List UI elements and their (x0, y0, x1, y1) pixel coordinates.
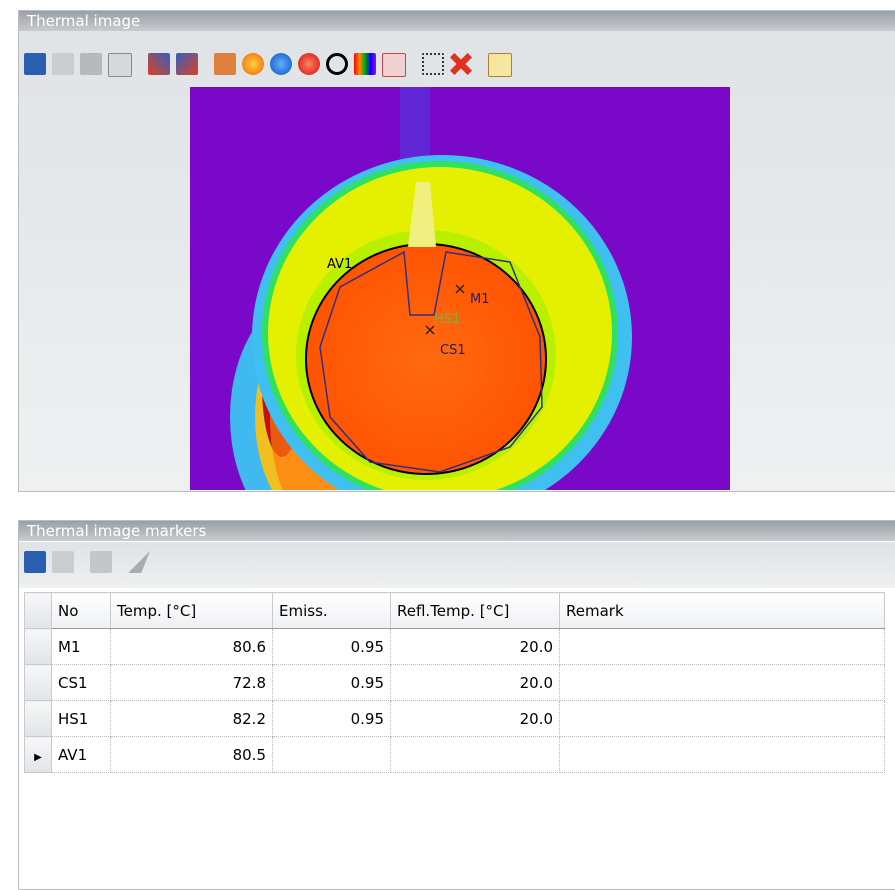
column-header[interactable]: Emiss. (272, 592, 391, 629)
panel-title: Thermal image markers (19, 521, 895, 541)
tool-button[interactable] (298, 53, 320, 75)
tool-button[interactable] (326, 53, 348, 75)
table-cell (559, 664, 885, 701)
column-header[interactable]: Remark (559, 592, 885, 629)
marker-label: HS1 (434, 312, 460, 327)
table-cell: 0.95 (272, 628, 391, 665)
marker-label: CS1 (440, 343, 466, 358)
tool-button[interactable] (242, 53, 264, 75)
tool-button[interactable] (108, 53, 132, 77)
row-header (24, 664, 52, 701)
table-cell: HS1 (51, 700, 111, 737)
delete-button[interactable] (90, 551, 112, 573)
column-header[interactable]: Refl.Temp. [°C] (390, 592, 560, 629)
save-button[interactable] (24, 53, 46, 75)
row-header: ▶ (24, 736, 52, 773)
thermal-image: AV1 M1 HS1 CS1 (190, 87, 730, 490)
table-cell: CS1 (51, 664, 111, 701)
table-cell: 20.0 (390, 628, 560, 665)
tool-button[interactable] (214, 53, 236, 75)
table-row[interactable]: ▶ AV1 80.5 (24, 736, 885, 773)
toolbar (24, 551, 150, 573)
tool-button[interactable] (176, 53, 198, 75)
marker-label: M1 (470, 292, 490, 307)
column-header[interactable]: Temp. [°C] (110, 592, 273, 629)
tool-button[interactable] (128, 551, 150, 573)
table-row[interactable]: HS1 82.2 0.95 20.0 (24, 700, 885, 737)
panel-title: Thermal image (19, 11, 895, 31)
tool-button[interactable] (270, 53, 292, 75)
tool-button[interactable] (422, 53, 444, 75)
table-cell: 20.0 (390, 664, 560, 701)
copy-button[interactable] (52, 551, 74, 573)
table-cell (559, 736, 885, 773)
table-cell: M1 (51, 628, 111, 665)
table-cell (559, 700, 885, 737)
tool-button[interactable] (80, 53, 102, 75)
table-cell (390, 736, 560, 773)
table-cell: 80.5 (110, 736, 273, 773)
column-header[interactable]: No (51, 592, 111, 629)
tool-button[interactable] (354, 53, 376, 75)
tool-button[interactable] (382, 53, 406, 77)
table-cell: 0.95 (272, 700, 391, 737)
table-cell (559, 628, 885, 665)
table-row[interactable]: CS1 72.8 0.95 20.0 (24, 664, 885, 701)
toolbar (24, 53, 512, 77)
header-row: No Temp. [°C] Emiss. Refl.Temp. [°C] Remark (24, 592, 885, 629)
table-cell: 82.2 (110, 700, 273, 737)
row-header (24, 592, 52, 629)
marker-label: AV1 (327, 257, 352, 272)
row-header (24, 700, 52, 737)
markers-table: No Temp. [°C] Emiss. Refl.Temp. [°C] Remark M… (24, 592, 885, 773)
table-cell: 0.95 (272, 664, 391, 701)
table-cell: 80.6 (110, 628, 273, 665)
markers-panel: Thermal image markers No Temp. [°C] Emiss.… (18, 520, 895, 890)
toolbar-bg (19, 542, 895, 588)
table-cell: AV1 (51, 736, 111, 773)
table-cell: 72.8 (110, 664, 273, 701)
row-header (24, 628, 52, 665)
copy-button[interactable] (52, 53, 74, 75)
table-row[interactable]: M1 80.6 0.95 20.0 (24, 628, 885, 665)
tool-button[interactable] (488, 53, 512, 77)
table-cell (272, 736, 391, 773)
delete-button[interactable] (450, 53, 472, 75)
save-button[interactable] (24, 551, 46, 573)
table-cell: 20.0 (390, 700, 560, 737)
tool-button[interactable] (148, 53, 170, 75)
